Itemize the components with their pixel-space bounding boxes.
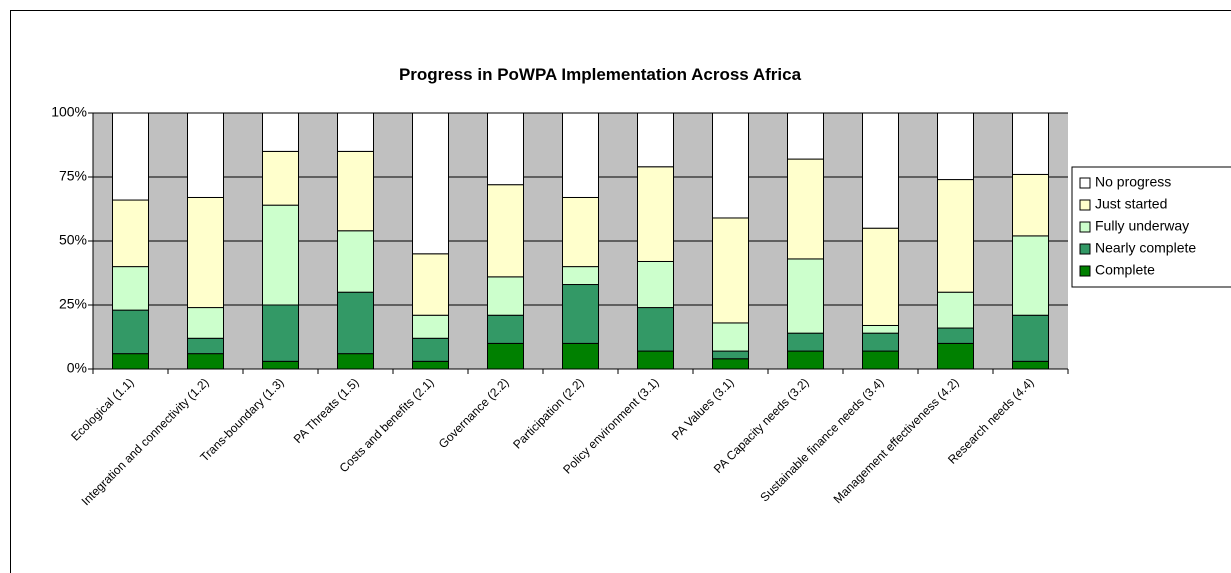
bar-segment [1012, 360, 1049, 370]
bar-segment [862, 350, 899, 370]
y-tick-label: 75% [59, 168, 87, 184]
bar-segment [712, 112, 749, 219]
bar-segment [862, 324, 899, 334]
legend-swatch [1079, 177, 1091, 189]
bar-segment [712, 322, 749, 352]
bar-segment [337, 353, 374, 370]
bar-segment [637, 350, 674, 370]
bar-segment [637, 307, 674, 352]
bar-segment [562, 196, 599, 268]
bar-segment [937, 112, 974, 181]
bar-segment [187, 112, 224, 198]
legend-box [1071, 166, 1231, 288]
bar-segment [562, 266, 599, 286]
bar-segment [787, 258, 824, 334]
legend-swatch [1079, 221, 1091, 233]
bar-segment [412, 360, 449, 370]
bar-segment [937, 327, 974, 344]
legend-swatch [1079, 265, 1091, 277]
bar-segment [862, 332, 899, 352]
bar-segment [112, 353, 149, 370]
bar-segment [1012, 173, 1049, 237]
bar-segment [787, 350, 824, 370]
legend-label: Fully underway [1095, 218, 1189, 234]
bar-segment [487, 112, 524, 186]
legend-label: No progress [1095, 174, 1171, 190]
bar-segment [412, 253, 449, 316]
bar-segment [787, 112, 824, 160]
bar-segment [187, 307, 224, 339]
bar-segment [337, 112, 374, 152]
bar-segment [937, 342, 974, 370]
bar-segment [787, 158, 824, 260]
bar-segment [787, 332, 824, 352]
legend-label: Just started [1095, 196, 1167, 212]
bar-segment [712, 217, 749, 324]
y-tick-label: 25% [59, 296, 87, 312]
bar-segment [412, 314, 449, 339]
bar-segment [1012, 112, 1049, 175]
bar-segment [1012, 235, 1049, 316]
bar-segment [487, 342, 524, 370]
bar-segment [337, 291, 374, 355]
bar-segment [1012, 314, 1049, 362]
bar-segment [412, 112, 449, 255]
bar-segment [187, 353, 224, 370]
bar-segment [112, 112, 149, 201]
bar-segment [937, 179, 974, 293]
bar-segment [187, 196, 224, 309]
bar-segment [562, 342, 599, 370]
bar-segment [337, 150, 374, 232]
bar-segment [637, 260, 674, 309]
legend-swatch [1079, 243, 1091, 255]
bar-segment [712, 350, 749, 360]
y-tick-label: 0% [67, 360, 87, 376]
bar-segment [262, 150, 299, 206]
bar-segment [112, 199, 149, 268]
y-tick-label: 50% [59, 232, 87, 248]
bar-segment [112, 266, 149, 311]
bar-segment [262, 204, 299, 306]
bar-segment [487, 276, 524, 316]
legend-label: Nearly complete [1095, 240, 1196, 256]
legend-swatch [1079, 199, 1091, 211]
bar-segment [487, 314, 524, 344]
bar-segment [337, 230, 374, 293]
bar-segment [112, 309, 149, 355]
chart-title: Progress in PoWPA Implementation Across … [399, 65, 802, 84]
legend-label: Complete [1095, 262, 1155, 278]
bar-segment [862, 112, 899, 229]
bar-segment [562, 284, 599, 344]
bar-segment [637, 166, 674, 262]
bar-segment [562, 112, 599, 198]
bar-segment [712, 358, 749, 370]
bar-segment [937, 291, 974, 329]
bar-segment [187, 337, 224, 355]
bar-segment [637, 112, 674, 168]
bar-segment [262, 360, 299, 370]
bar-segment [412, 337, 449, 362]
bar-segment [862, 227, 899, 326]
bar-segment [487, 184, 524, 278]
bar-segment [262, 112, 299, 152]
y-tick-label: 100% [51, 104, 87, 120]
bar-segment [262, 304, 299, 362]
